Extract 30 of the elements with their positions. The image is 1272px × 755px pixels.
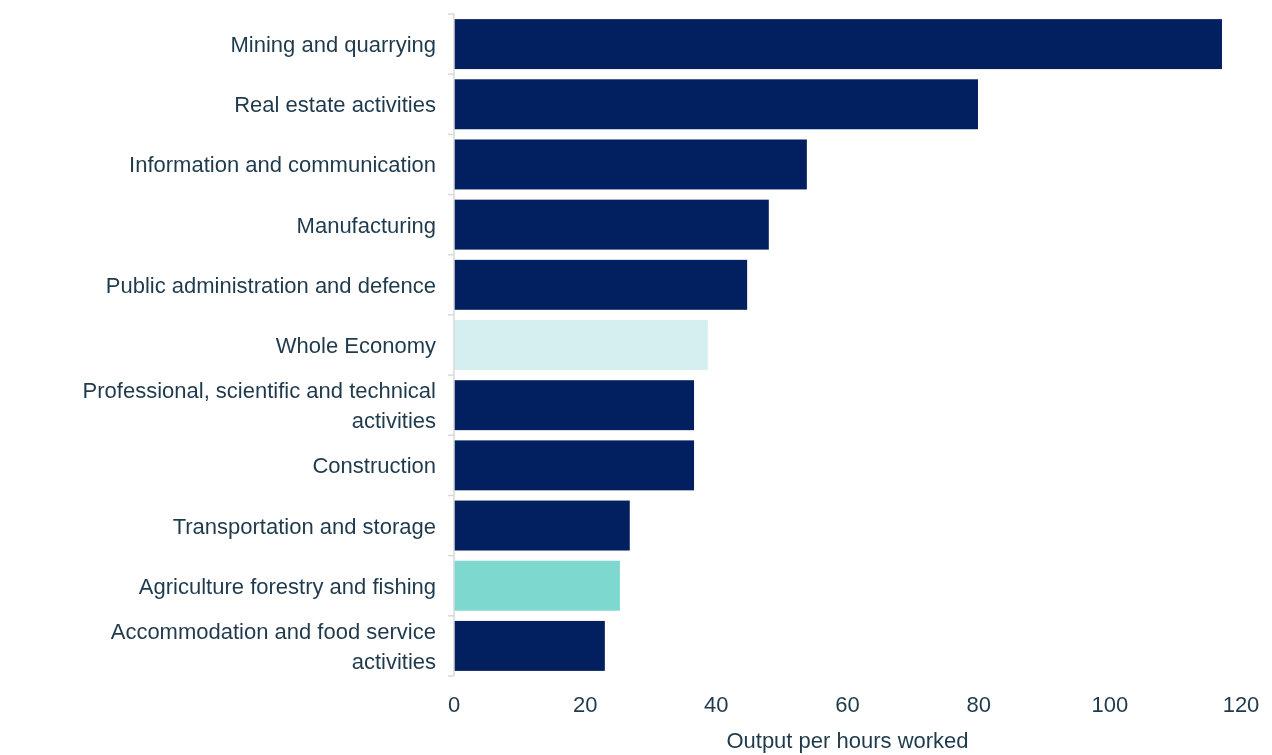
bar xyxy=(454,199,769,250)
y-tick-label: Mining and quarrying xyxy=(230,31,436,57)
x-tick-label: 80 xyxy=(966,692,991,717)
bar xyxy=(454,380,695,431)
y-tick-label: Manufacturing xyxy=(296,212,436,238)
x-tick-label: 40 xyxy=(704,692,729,717)
y-tick-label: Agriculture forestry and fishing xyxy=(138,573,436,599)
y-tick-label: Real estate activities xyxy=(234,91,436,117)
x-axis-title: Output per hours worked xyxy=(726,728,969,753)
x-tick-label: 120 xyxy=(1222,692,1260,717)
x-tick-label: 60 xyxy=(835,692,860,717)
y-tick-label: Information and communication xyxy=(129,151,436,177)
bar xyxy=(454,259,748,310)
y-tick-label: Public administration and defence xyxy=(105,272,436,298)
y-tick-label: Professional, scientific and technical activities xyxy=(82,377,436,433)
y-tick-label: Construction xyxy=(312,452,436,478)
bar xyxy=(454,440,695,491)
bar xyxy=(454,560,620,611)
x-tick-label: 100 xyxy=(1091,692,1129,717)
bar xyxy=(454,19,1222,70)
y-tick-label: Whole Economy xyxy=(275,332,436,358)
x-tick-label: 0 xyxy=(447,692,461,717)
y-tick-label: Accommodation and food service activities xyxy=(110,618,436,674)
y-tick-label: Transportation and storage xyxy=(172,513,436,539)
bar xyxy=(454,139,807,190)
x-tick-label: 20 xyxy=(572,692,598,717)
bar xyxy=(454,620,605,671)
bar xyxy=(454,500,630,551)
bar xyxy=(454,79,979,130)
bar xyxy=(454,320,708,370)
